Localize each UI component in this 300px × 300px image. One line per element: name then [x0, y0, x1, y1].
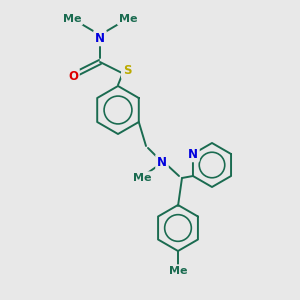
Text: N: N [157, 155, 167, 169]
Text: Me: Me [63, 14, 81, 24]
Text: N: N [188, 148, 198, 160]
Text: S: S [123, 64, 131, 77]
Text: N: N [95, 32, 105, 44]
Text: Me: Me [119, 14, 137, 24]
Text: Me: Me [133, 173, 151, 183]
Text: Me: Me [169, 266, 187, 276]
Text: O: O [68, 70, 78, 83]
